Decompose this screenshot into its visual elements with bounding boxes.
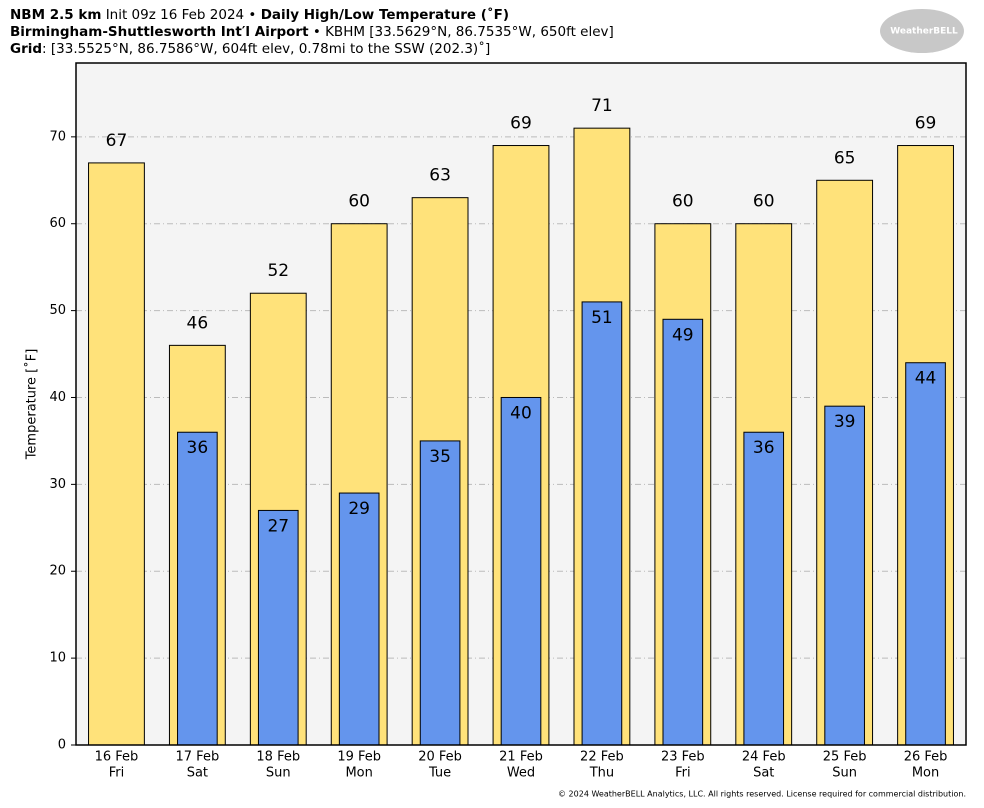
value-label: 60	[348, 192, 370, 212]
footer: © 2024 WeatherBELL Analytics, LLC. All r…	[558, 790, 966, 799]
title-init: Init 09z 16 Feb 2024 •	[106, 7, 257, 23]
x-tick-label: 18 Feb	[256, 750, 300, 765]
bar	[905, 362, 946, 746]
bar	[177, 431, 218, 746]
x-tick-label: 23 Feb	[661, 750, 705, 765]
value-label: 51	[591, 308, 613, 328]
logo-mark	[880, 9, 964, 53]
subtitle: Birmingham-Shuttlesworth Int′l Airport •…	[10, 24, 614, 40]
grid-label: Grid	[10, 41, 42, 57]
grid-info: Grid: [33.5525°N, 86.7586°W, 604ft elev,…	[10, 40, 490, 57]
bar	[581, 301, 623, 746]
x-tick-label: 24 Feb	[742, 750, 786, 765]
bar	[824, 405, 865, 746]
plot-frame	[75, 62, 967, 746]
y-tick-label: 50	[49, 303, 66, 318]
value-label: 69	[510, 114, 532, 134]
x-tick-day: Tue	[428, 766, 451, 781]
title-model: NBM 2.5 km	[10, 7, 101, 23]
y-tick-label: 30	[49, 477, 66, 492]
station-info: • KBHM [33.5629°N, 86.7535°W, 650ft elev…	[313, 24, 614, 40]
title-main: Daily High/Low Temperature (˚F)	[261, 6, 509, 23]
x-tick-label: 26 Feb	[904, 750, 948, 765]
x-tick-label: 25 Feb	[823, 750, 867, 765]
x-tick-label: 19 Feb	[337, 750, 381, 765]
value-label: 63	[429, 166, 451, 186]
value-label: 60	[672, 192, 694, 212]
value-label: 67	[106, 131, 128, 151]
x-tick-day: Sat	[753, 766, 774, 781]
logo-text: WeatherBELL	[890, 27, 958, 37]
bar	[419, 440, 461, 746]
value-label: 29	[348, 499, 370, 519]
y-tick-label: 20	[49, 564, 66, 579]
y-tick-label: 10	[49, 651, 66, 666]
x-tick-day: Fri	[675, 766, 691, 781]
value-label: 44	[915, 369, 937, 389]
x-tick-label: 21 Feb	[499, 750, 543, 765]
bar	[500, 396, 542, 746]
y-tick-label: 40	[49, 390, 66, 405]
bar	[338, 492, 380, 746]
bar	[257, 509, 299, 746]
y-tick-label: 0	[58, 738, 66, 753]
x-tick-day: Sun	[832, 766, 857, 781]
grid-text: : [33.5525°N, 86.7586°W, 604ft elev, 0.7…	[42, 40, 490, 57]
x-tick-label: 20 Feb	[418, 750, 462, 765]
station-name: Birmingham-Shuttlesworth Int′l Airport	[10, 24, 309, 40]
x-tick-day: Sat	[187, 766, 208, 781]
x-tick-day: Sun	[266, 766, 291, 781]
value-label: 27	[267, 516, 289, 536]
y-tick-label: 70	[49, 129, 66, 144]
x-tick-day: Mon	[912, 766, 939, 781]
value-label: 40	[510, 403, 532, 423]
x-tick-day: Fri	[109, 766, 125, 781]
value-label: 49	[672, 325, 694, 345]
x-tick-label: 22 Feb	[580, 750, 624, 765]
y-axis-label: Temperature [˚F]	[24, 349, 40, 461]
x-tick-label: 16 Feb	[95, 750, 139, 765]
value-label: 52	[267, 261, 289, 281]
value-label: 71	[591, 96, 613, 116]
bar	[662, 318, 704, 746]
x-tick-day: Thu	[589, 766, 614, 781]
y-tick-label: 60	[49, 216, 66, 231]
value-label: 65	[834, 148, 856, 168]
x-tick-day: Mon	[345, 766, 372, 781]
x-tick-day: Wed	[507, 766, 535, 781]
value-label: 35	[429, 447, 451, 467]
x-tick-label: 17 Feb	[176, 750, 220, 765]
value-label: 36	[187, 438, 209, 458]
bar	[743, 431, 785, 746]
value-label: 60	[753, 192, 775, 212]
value-label: 36	[753, 438, 775, 458]
title: NBM 2.5 km Init 09z 16 Feb 2024 • Daily …	[10, 6, 509, 23]
value-label: 46	[187, 313, 209, 333]
value-label: 69	[915, 114, 937, 134]
value-label: 39	[834, 412, 856, 432]
bar	[88, 162, 145, 746]
